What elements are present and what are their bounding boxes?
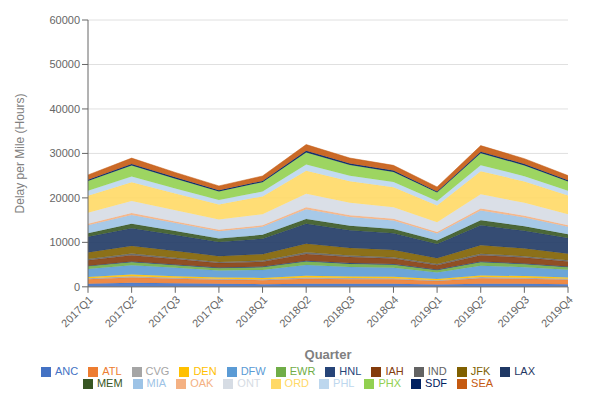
svg-text:Quarter: Quarter xyxy=(305,347,352,362)
svg-text:2019Q4: 2019Q4 xyxy=(539,293,575,329)
svg-text:0: 0 xyxy=(74,281,80,293)
svg-text:2018Q2: 2018Q2 xyxy=(277,293,313,329)
svg-text:2017Q3: 2017Q3 xyxy=(146,293,182,329)
html-text:PHX: PHX xyxy=(378,376,402,389)
svg-text:2017Q1: 2017Q1 xyxy=(59,293,95,329)
html-text:OAK: OAK xyxy=(190,376,214,389)
html-text:CVG: CVG xyxy=(145,364,170,377)
html-text:SEA: SEA xyxy=(471,376,494,389)
html-text:IND: IND xyxy=(427,364,447,377)
html-text:MIA: MIA xyxy=(146,376,167,389)
html-text:IAH: IAH xyxy=(385,364,404,377)
svg-text:20000: 20000 xyxy=(49,192,80,204)
svg-text:30000: 30000 xyxy=(49,147,80,159)
html-text:ATL: ATL xyxy=(102,364,122,377)
svg-text:2018Q4: 2018Q4 xyxy=(364,293,400,329)
svg-text:2019Q1: 2019Q1 xyxy=(408,293,444,329)
svg-text:10000: 10000 xyxy=(49,236,80,248)
svg-text:2019Q3: 2019Q3 xyxy=(495,293,531,329)
svg-text:50000: 50000 xyxy=(49,58,80,70)
html-text:LAX: LAX xyxy=(514,364,535,377)
html-text:HNL: HNL xyxy=(339,364,362,377)
html-text:SDF: SDF xyxy=(425,376,448,389)
html-text:PHL: PHL xyxy=(333,376,355,389)
svg-text:Delay per Mile (Hours): Delay per Mile (Hours) xyxy=(13,93,27,213)
html-text:MEM: MEM xyxy=(96,376,123,389)
html-text:ORD: ORD xyxy=(284,376,309,389)
html-text:DFW: DFW xyxy=(240,364,266,377)
svg-text:2017Q4: 2017Q4 xyxy=(190,293,226,329)
svg-text:60000: 60000 xyxy=(49,14,80,26)
svg-text:40000: 40000 xyxy=(49,103,80,115)
html-text:ONT: ONT xyxy=(237,376,261,389)
svg-text:2017Q2: 2017Q2 xyxy=(102,293,138,329)
svg-text:2019Q2: 2019Q2 xyxy=(451,293,487,329)
html-text:EWR: EWR xyxy=(289,364,316,377)
html-text:JFK: JFK xyxy=(470,364,491,377)
svg-text:2018Q3: 2018Q3 xyxy=(321,293,357,329)
html-text:ANC: ANC xyxy=(55,364,79,377)
html-text:DEN: DEN xyxy=(193,364,217,377)
svg-text:2018Q1: 2018Q1 xyxy=(233,293,269,329)
